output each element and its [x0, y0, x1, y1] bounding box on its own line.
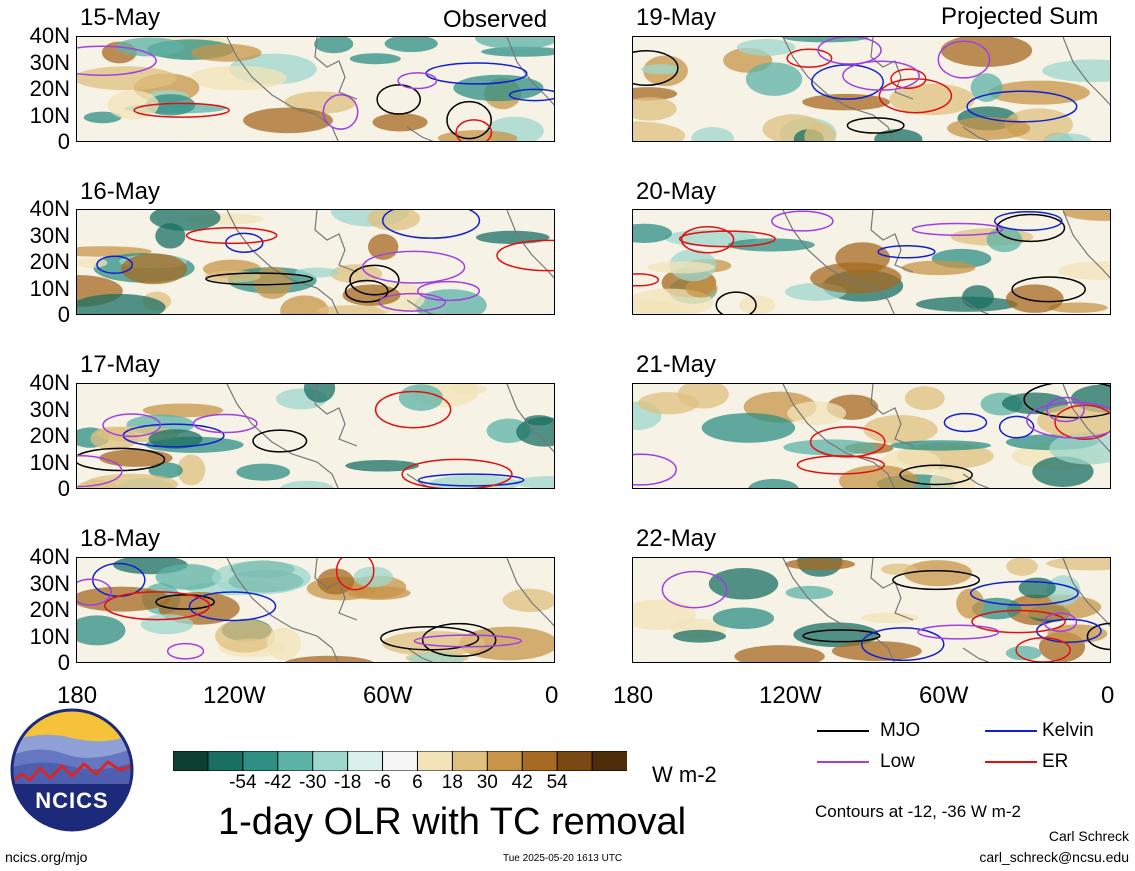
- colorbar-tick: -18: [333, 772, 362, 793]
- panel-date: 22-May: [636, 525, 717, 552]
- lat-tick: 10N: [29, 623, 70, 649]
- lat-tick: 20N: [29, 597, 70, 622]
- colorbar-swatch: [312, 750, 349, 772]
- lat-tick: 30N: [29, 222, 70, 248]
- lat-tick: 20N: [29, 249, 70, 274]
- colorbar-swatch: [277, 750, 314, 772]
- legend-line-kelvin: [985, 730, 1037, 732]
- lon-tick: 180: [613, 682, 654, 709]
- olr-map: [76, 383, 555, 489]
- olr-map: [76, 36, 555, 142]
- colorbar-tick: 54: [546, 772, 568, 793]
- figure-title: 1-day OLR with TC removal: [218, 801, 687, 843]
- panel-date: 21-May: [636, 351, 717, 378]
- logo-text: NCICS: [35, 788, 109, 813]
- lat-tick: 30N: [29, 570, 70, 596]
- olr-map: [632, 36, 1111, 142]
- projected-header: Projected Sum: [941, 3, 1099, 30]
- legend-label: ER: [1042, 751, 1069, 772]
- colorbar-swatch: [451, 750, 489, 772]
- panel-date: 18-May: [80, 525, 161, 552]
- lat-tick: 40N: [29, 370, 70, 395]
- lat-tick: 10N: [29, 449, 70, 475]
- lat-tick: 40N: [29, 196, 70, 221]
- lon-tick: 60W: [919, 682, 969, 709]
- panel-date: 15-May: [80, 4, 161, 31]
- olr-map: [632, 557, 1111, 663]
- legend-line-low: [817, 761, 869, 763]
- lat-tick: 0: [57, 129, 70, 154]
- email: carl_schreck@ncsu.edu: [979, 849, 1129, 865]
- olr-map: [76, 557, 555, 663]
- er-line: [985, 761, 1037, 763]
- olr-map: [632, 209, 1111, 315]
- colorbar-swatch: [486, 750, 524, 772]
- colorbar-swatch: [591, 750, 629, 772]
- colorbar-tick: 30: [476, 772, 498, 793]
- contours-note: Contours at -12, -36 W m-2: [815, 802, 1021, 821]
- colorbar: [172, 750, 629, 776]
- colorbar-tick: 18: [441, 772, 463, 793]
- colorbar-tick: -54: [229, 772, 257, 793]
- colorbar-tick: 6: [412, 772, 423, 793]
- legend-line-er: [985, 761, 1037, 763]
- lon-tick: 0: [1101, 682, 1115, 709]
- colorbar-swatch: [347, 750, 384, 772]
- website: ncics.org/mjo: [5, 849, 88, 865]
- lat-tick: 40N: [29, 23, 70, 48]
- lat-tick: 20N: [29, 423, 70, 448]
- colorbar-swatch: [382, 750, 419, 772]
- lon-tick: 180: [57, 682, 98, 709]
- observed-header: Observed: [443, 6, 548, 33]
- colorbar-tick: 42: [511, 772, 533, 793]
- panel-date: 20-May: [636, 178, 717, 205]
- colorbar-swatch: [207, 750, 244, 772]
- panel-date: 19-May: [636, 4, 717, 31]
- panel-date: 17-May: [80, 351, 161, 378]
- mjo-line: [817, 730, 869, 732]
- colorbar-swatch: [242, 750, 279, 772]
- colorbar-swatch: [172, 750, 209, 772]
- colorbar-swatch: [556, 750, 594, 772]
- kelvin-line: [985, 730, 1037, 732]
- lon-tick: 60W: [363, 682, 413, 709]
- legend-line-mjo: [817, 730, 869, 732]
- lon-tick: 120W: [203, 682, 266, 709]
- timestamp: Tue 2025-05-20 1613 UTC: [503, 853, 623, 864]
- legend-label: MJO: [880, 720, 921, 741]
- colorbar-units: W m-2: [652, 762, 717, 787]
- lat-tick: 10N: [29, 102, 70, 128]
- author: Carl Schreck: [1048, 828, 1129, 844]
- olr-map: [76, 209, 555, 315]
- lon-tick: 120W: [759, 682, 822, 709]
- lat-tick: 10N: [29, 275, 70, 301]
- lat-tick: 30N: [29, 396, 70, 422]
- lat-tick: 30N: [29, 49, 70, 75]
- legend-label: Low: [880, 751, 915, 772]
- colorbar-swatch: [416, 750, 454, 772]
- low-line: [817, 761, 869, 763]
- panel-date: 16-May: [80, 178, 161, 205]
- colorbar-swatch: [521, 750, 559, 772]
- lat-tick: 20N: [29, 76, 70, 101]
- lon-tick: 0: [545, 682, 559, 709]
- lat-tick: 0: [57, 302, 70, 327]
- colorbar-tick: -42: [264, 772, 292, 793]
- ncics-logo: NCICS: [10, 708, 134, 837]
- lat-tick: 40N: [29, 544, 70, 569]
- colorbar-tick: -6: [374, 772, 391, 793]
- colorbar-tick: -30: [298, 772, 327, 793]
- olr-map: [632, 383, 1111, 489]
- lat-tick: 0: [57, 650, 70, 675]
- legend-label: Kelvin: [1042, 720, 1094, 741]
- lat-tick: 0: [57, 476, 70, 501]
